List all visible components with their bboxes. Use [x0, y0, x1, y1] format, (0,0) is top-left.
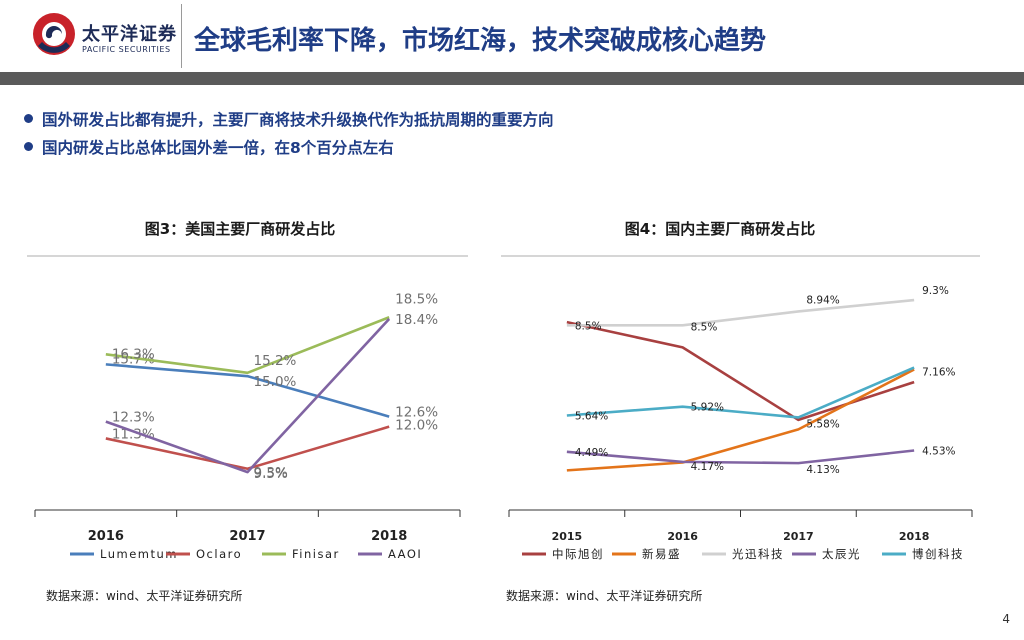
- data-label: 4.17%: [691, 461, 724, 473]
- series-line: [566, 449, 915, 465]
- chart-source: 数据来源：wind、太平洋证券研究所: [506, 589, 703, 603]
- legend-label: Lumemtum: [100, 547, 178, 561]
- bullet-item: 国外研发占比都有提升，主要厂商将技术升级换代作为抵抗周期的重要方向: [24, 108, 554, 136]
- us-rd-ratio-chart: 2016 2017 201815.7%15.0%12.6%11.3%9.5%12.0…: [27, 255, 468, 561]
- logo-english-name: PACIFIC SECURITIES: [82, 45, 171, 54]
- bullet-item: 国内研发占比总体比国外差一倍，在8个百分点左右: [24, 136, 554, 164]
- chart-title: 图3：美国主要厂商研发占比: [144, 220, 336, 238]
- x-tick-label: 2017: [229, 529, 265, 544]
- data-label: 4.13%: [806, 464, 839, 476]
- data-label: 5.64%: [575, 411, 608, 423]
- series-line: [566, 366, 915, 419]
- bullet-list: 国外研发占比都有提升，主要厂商将技术升级换代作为抵抗周期的重要方向 国内研发占比…: [24, 108, 554, 164]
- data-label: 9.5%: [254, 466, 288, 482]
- legend-label: Finisar: [292, 547, 340, 561]
- chart-source: 数据来源：wind、太平洋证券研究所: [46, 589, 243, 603]
- x-tick-label: 2015: [552, 530, 583, 543]
- page-title: 全球毛利率下降，市场红海，技术突破成核心趋势: [194, 26, 767, 56]
- data-label: 4.53%: [922, 446, 955, 458]
- data-label: 18.5%: [395, 291, 438, 307]
- series-line: [105, 425, 390, 471]
- bullet-dot-icon: [24, 142, 33, 151]
- legend-label: AAOI: [388, 547, 422, 561]
- series-line: [105, 316, 390, 375]
- data-label: 15.2%: [254, 353, 297, 369]
- x-tick-label: 2017: [783, 530, 814, 543]
- logo-emblem-icon: [33, 13, 75, 55]
- data-label: 12.0%: [395, 418, 438, 434]
- series-line: [566, 368, 915, 472]
- series-line: [105, 363, 390, 418]
- data-label: 18.4%: [395, 312, 438, 328]
- header-bar: [0, 72, 1024, 85]
- data-label: 12.3%: [112, 410, 155, 426]
- data-label: 7.16%: [922, 367, 955, 379]
- chart-title: 图4：国内主要厂商研发占比: [624, 220, 816, 238]
- header: 太平洋证券 PACIFIC SECURITIES 全球毛利率下降，市场红海，技术…: [0, 0, 1024, 72]
- company-logo: 太平洋证券 PACIFIC SECURITIES: [30, 6, 180, 66]
- data-label: 15.0%: [254, 374, 297, 390]
- cn-rd-ratio-chart: 2015 2016 2017 2018 8.5% 8.5% 8.94% 9.3% 4.49% 4.…: [501, 255, 980, 561]
- legend-label: 太辰光: [822, 547, 861, 561]
- bullet-text: 国外研发占比都有提升，主要厂商将技术升级换代作为抵抗周期的重要方向: [42, 111, 554, 129]
- data-label: 9.3%: [254, 465, 288, 481]
- data-label: 16.3%: [112, 346, 155, 362]
- data-label: 8.5%: [691, 321, 718, 333]
- data-label: 8.5%: [575, 320, 602, 332]
- header-divider: [181, 4, 182, 68]
- legend-label: Oclaro: [196, 547, 242, 561]
- x-tick-label: 2018: [371, 529, 407, 544]
- data-label: 5.92%: [691, 402, 724, 414]
- bullet-text: 国内研发占比总体比国外差一倍，在8个百分点左右: [42, 139, 394, 157]
- legend-label: 新易盛: [642, 547, 681, 561]
- data-label: 4.49%: [575, 447, 608, 459]
- data-label: 9.3%: [922, 285, 949, 297]
- data-label: 11.3%: [112, 426, 155, 442]
- series-line: [105, 318, 391, 474]
- x-tick-label: 2018: [899, 530, 930, 543]
- data-label: 12.6%: [395, 405, 438, 421]
- page-number: 4: [1002, 612, 1010, 626]
- series-line: [566, 320, 915, 422]
- legend-label: 中际旭创: [552, 547, 604, 561]
- x-tick-label: 2016: [88, 529, 124, 544]
- bullet-dot-icon: [24, 114, 33, 123]
- data-label: 5.58%: [806, 418, 839, 430]
- series-line: [566, 298, 915, 327]
- x-tick-label: 2016: [667, 530, 698, 543]
- data-label: 8.94%: [806, 294, 839, 306]
- logo-chinese-name: 太平洋证券: [82, 24, 177, 45]
- legend-label: 博创科技: [912, 547, 964, 561]
- legend-label: 光迅科技: [732, 547, 784, 561]
